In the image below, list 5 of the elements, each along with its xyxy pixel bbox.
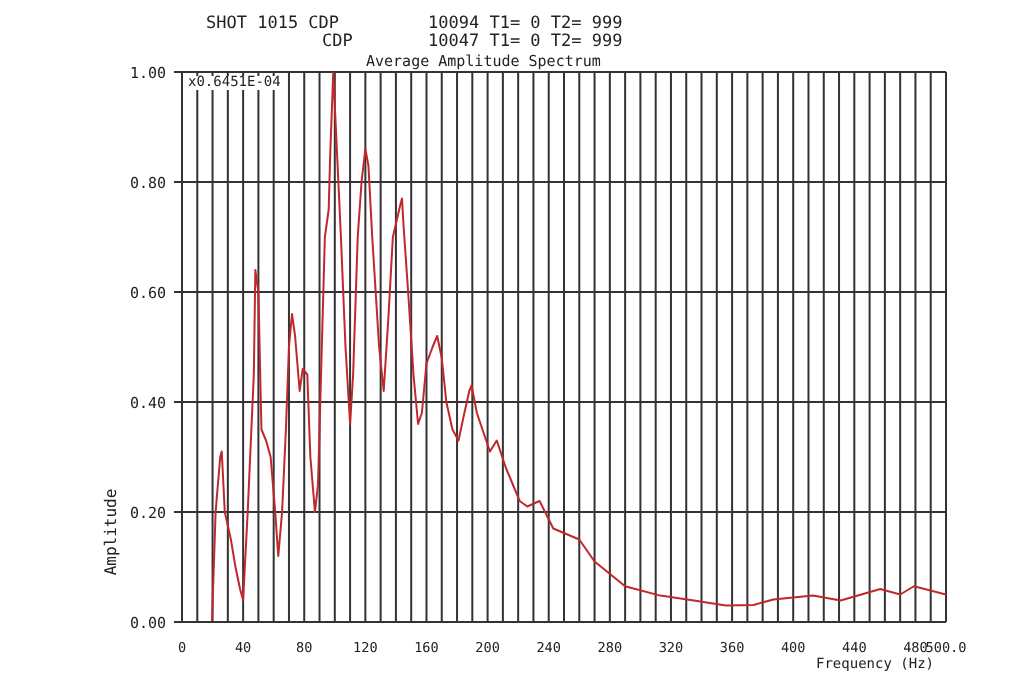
y-axis-title: Amplitude: [102, 488, 120, 576]
text: 10094 T1= 0 T2= 999: [428, 14, 623, 34]
text: 10047 T1= 0 T2= 999: [428, 32, 623, 52]
text: CDP: [322, 32, 353, 52]
text: SHOT 1015 CDP: [206, 14, 340, 34]
